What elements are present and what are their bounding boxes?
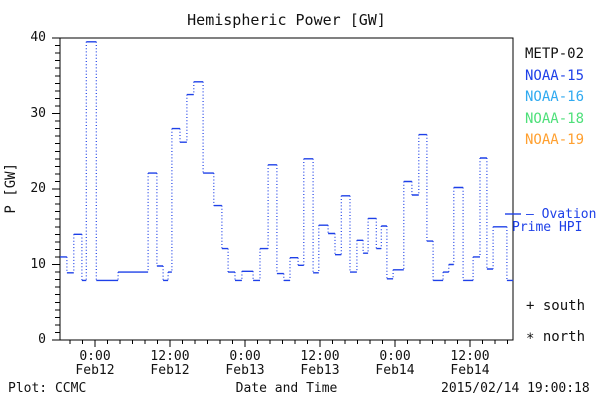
x-axis-label: Date and Time [235,381,338,396]
x-tick-date: Feb14 [375,363,415,378]
y-tick-label: 40 [30,30,46,45]
legend-item-metp-02: METP-02 [525,46,585,62]
x-tick-label: 0:00 Feb14 [357,350,433,377]
x-tick-date: Feb12 [150,363,190,378]
y-tick-label: 10 [30,256,46,272]
x-tick-date: Feb12 [75,363,115,378]
y-tick-label: 20 [30,181,46,196]
legend-item-noaa-16: NOAA-16 [525,89,585,105]
x-tick-time: 12:00 [150,349,190,364]
x-tick-time: 0:00 [229,349,261,364]
legend-north-marker: * north [526,329,586,347]
x-tick-label: 12:00 Feb13 [282,350,358,377]
hpi-label-line1: Ovation [541,207,597,222]
legend-south-marker: + south [526,298,585,314]
legend-hpi-line1: — Ovation [526,207,596,222]
legend-item-noaa-18: NOAA-18 [525,110,585,127]
x-tick-label: 12:00 Feb12 [132,350,208,377]
y-tick-label: 30 [30,105,46,121]
legend-item-noaa-15: NOAA-15 [525,67,585,84]
x-tick-time: 0:00 [79,349,111,364]
hpi-linestyle-dash: — [526,207,534,222]
footer-plot-credit: Plot: CCMC [8,381,87,396]
plus-marker-icon: + [526,298,535,314]
legend-item-noaa-19: NOAA-19 [525,132,585,148]
chart-title: Hemispheric Power [GW] [187,11,386,29]
south-label: south [542,298,586,314]
asterisk-marker-icon: * [526,331,535,347]
x-tick-date: Feb13 [300,363,340,378]
x-tick-time: 12:00 [300,349,340,364]
x-tick-label: 12:00 Feb14 [432,350,508,377]
x-tick-date: Feb14 [450,363,490,378]
x-tick-time: 0:00 [379,349,411,364]
y-tick-label: 0 [38,332,46,347]
x-tick-label: 0:00 Feb13 [207,350,283,377]
north-label: north [542,329,586,345]
x-tick-date: Feb13 [225,363,265,378]
legend-hpi-line2: Prime HPI [512,220,583,235]
x-tick-label: 0:00 Feb12 [57,350,133,377]
footer-timestamp: 2015/02/14 19:00:18 [441,381,590,396]
x-tick-time: 12:00 [450,349,490,364]
